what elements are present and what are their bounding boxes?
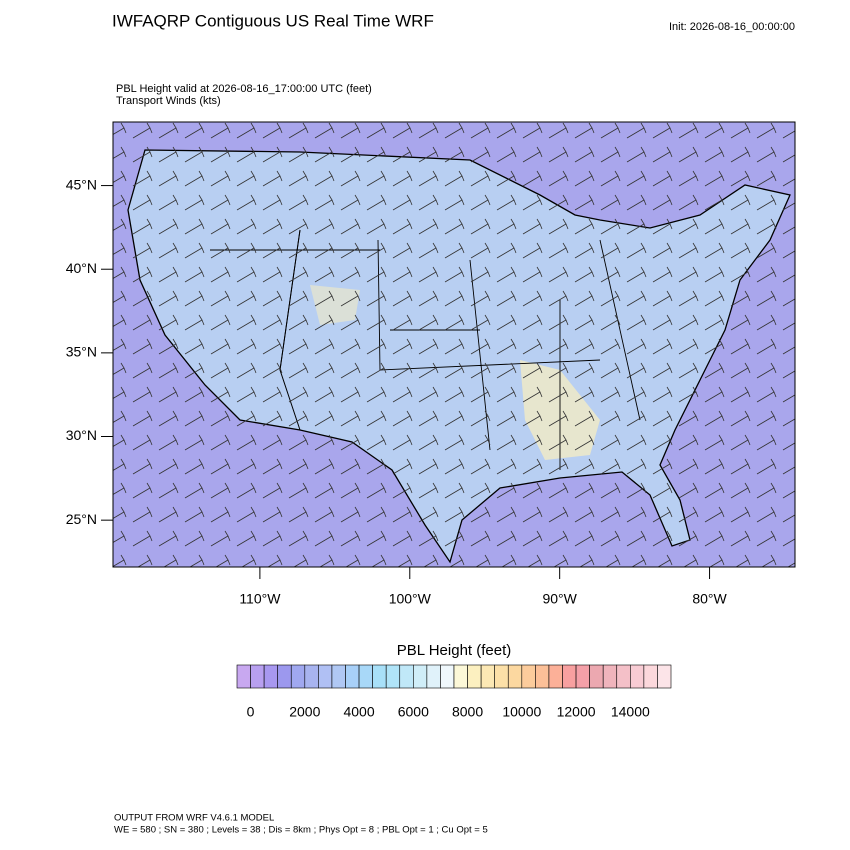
- colorbar-box: [236, 664, 251, 689]
- colorbar-box: [548, 664, 563, 689]
- colorbar-box: [575, 664, 590, 689]
- colorbar-box: [331, 664, 346, 689]
- colorbar-tick-label: 12000: [557, 704, 596, 720]
- init-time: Init: 2026-08-16_00:00:00: [669, 21, 795, 33]
- colorbar-box: [507, 664, 523, 689]
- colorbar-box: [426, 664, 441, 689]
- colorbar-box: [250, 664, 265, 689]
- colorbar-tick-label: 0: [247, 704, 255, 720]
- colorbar-tick-label: 6000: [398, 704, 429, 720]
- colorbar-box: [304, 664, 319, 689]
- colorbar-tick-label: 8000: [452, 704, 483, 720]
- colorbar-box: [290, 664, 306, 689]
- colorbar-box: [318, 664, 333, 689]
- colorbar: 0 2000 4000 6000 8000 10000 12000 14000: [236, 664, 672, 720]
- x-tick-label: 90°W: [542, 591, 577, 607]
- wind-label: Transport Winds (kts): [116, 95, 221, 107]
- map-area: [113, 122, 795, 567]
- colorbar-box: [372, 664, 387, 689]
- field-label: PBL Height valid at 2026-08-16_17:00:00 …: [116, 83, 372, 95]
- colorbar-box: [385, 664, 401, 689]
- colorbar-box: [480, 664, 495, 689]
- colorbar-tick-label: 10000: [502, 704, 541, 720]
- colorbar-box: [453, 664, 468, 689]
- map-ticks: 110°W 100°W 90°W 80°W 45°N 40°N 35°N 30°N 25°N: [66, 176, 728, 606]
- colorbar-box: [277, 664, 292, 689]
- colorbar-tick-label: 14000: [611, 704, 650, 720]
- colorbar-box: [440, 664, 455, 689]
- colorbar-title: PBL Height (feet): [397, 642, 512, 659]
- colorbar-box: [358, 664, 373, 689]
- colorbar-box: [521, 664, 536, 689]
- colorbar-box: [413, 664, 428, 689]
- x-tick-label: 110°W: [239, 591, 281, 607]
- colorbar-box: [345, 664, 360, 689]
- title: IWFAQRP Contiguous US Real Time WRF: [112, 11, 434, 30]
- map-frame: [112, 121, 796, 568]
- colorbar-box: [589, 664, 604, 689]
- colorbar-box: [616, 664, 631, 689]
- colorbar-box: [535, 664, 550, 689]
- y-tick-label: 40°N: [66, 260, 97, 276]
- colorbar-box: [399, 664, 414, 689]
- colorbar-box: [263, 664, 278, 689]
- y-tick-label: 45°N: [66, 176, 97, 192]
- colorbar-tick-label: 4000: [343, 704, 374, 720]
- colorbar-box: [643, 664, 658, 689]
- colorbar-tick-label: 2000: [289, 704, 320, 720]
- colorbar-box: [630, 664, 645, 689]
- colorbar-box: [657, 664, 672, 689]
- y-tick-label: 30°N: [66, 427, 97, 443]
- footer-line: WE = 580 ; SN = 380 ; Levels = 38 ; Dis …: [114, 825, 488, 836]
- colorbar-box: [494, 664, 509, 689]
- x-tick-label: 80°W: [692, 591, 727, 607]
- colorbar-box: [602, 664, 618, 689]
- x-tick-label: 100°W: [389, 591, 432, 607]
- footer-line: OUTPUT FROM WRF V4.6.1 MODEL: [114, 813, 274, 824]
- y-tick-label: 35°N: [66, 344, 97, 360]
- colorbar-box: [562, 664, 577, 689]
- colorbar-box: [467, 664, 482, 689]
- wind-barbs: [113, 122, 795, 567]
- y-tick-label: 25°N: [66, 511, 97, 527]
